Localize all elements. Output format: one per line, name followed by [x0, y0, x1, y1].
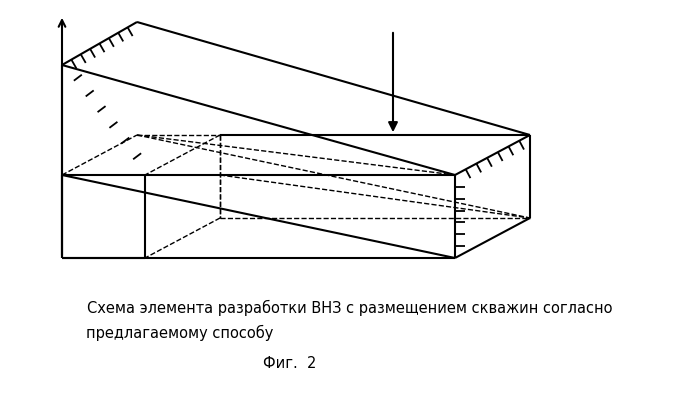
Text: Схема элемента разработки ВНЗ с размещением скважин согласно: Схема элемента разработки ВНЗ с размещен… [88, 300, 612, 316]
Text: Фиг.  2: Фиг. 2 [263, 355, 316, 370]
Text: предлагаемому способу: предлагаемому способу [86, 325, 274, 341]
